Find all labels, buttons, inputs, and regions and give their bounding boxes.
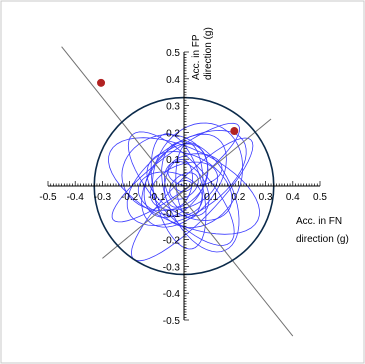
x-tick-label: 0.1	[204, 192, 218, 203]
x-tick-label: -0.1	[148, 192, 166, 203]
x-tick-label: 0.4	[286, 192, 300, 203]
trace-loop-6	[146, 151, 233, 221]
y-tick-label: 0.2	[166, 128, 180, 139]
x-tick-label: 0.3	[259, 192, 273, 203]
x-tick-label: -0.4	[67, 192, 85, 203]
trace-loop-10	[127, 131, 235, 246]
y-tick-label: -0.2	[163, 236, 181, 247]
peak-points	[97, 78, 239, 136]
trace-loop-8	[150, 133, 207, 250]
y-tick-label: 0.1	[166, 155, 180, 166]
peak-point-0	[97, 78, 106, 87]
principal-axis-line-0	[61, 46, 294, 337]
y-tick-label: -0.5	[163, 316, 181, 327]
y-axis-title-line1: Acc. in FP	[191, 34, 202, 80]
trace-loop-14	[152, 122, 243, 229]
trace-loop-15	[121, 134, 209, 212]
trace-loop-19	[167, 153, 223, 187]
y-tick-label: -0.4	[163, 289, 181, 300]
y-tick-label: 0.4	[166, 75, 180, 86]
axes	[47, 51, 321, 321]
y-tick-label: -0.3	[163, 262, 181, 273]
trace-loop-9	[126, 129, 247, 226]
trace-loop-18	[137, 171, 203, 217]
trace-loop-13	[108, 137, 260, 235]
peak-point-1	[230, 127, 239, 136]
principal-axis-lines	[61, 46, 294, 337]
x-tick-label: -0.3	[94, 192, 112, 203]
x-tick-label: -0.5	[39, 192, 57, 203]
y-tick-label: 0.3	[166, 102, 180, 113]
y-tick-label: 0.5	[166, 48, 180, 59]
tick-labels: -0.5 -0.4 -0.3 -0.2 -0.1 0.1 0.2 0.3 0.4 0.5 0.5 0.…	[39, 48, 327, 327]
x-tick-label: 0.2	[231, 192, 245, 203]
x-axis-title-line1: Acc. in FN	[296, 216, 342, 227]
y-tick-label: -0.1	[163, 209, 181, 220]
trace-loop-16	[161, 141, 240, 253]
x-tick-label: 0.5	[313, 192, 327, 203]
trace-loop-17	[175, 142, 204, 219]
x-axis-title-line2: direction (g)	[296, 234, 349, 245]
x-tick-label: -0.2	[121, 192, 139, 203]
y-axis-title-line2: direction (g)	[203, 27, 214, 80]
principal-axis-line-1	[102, 118, 272, 259]
